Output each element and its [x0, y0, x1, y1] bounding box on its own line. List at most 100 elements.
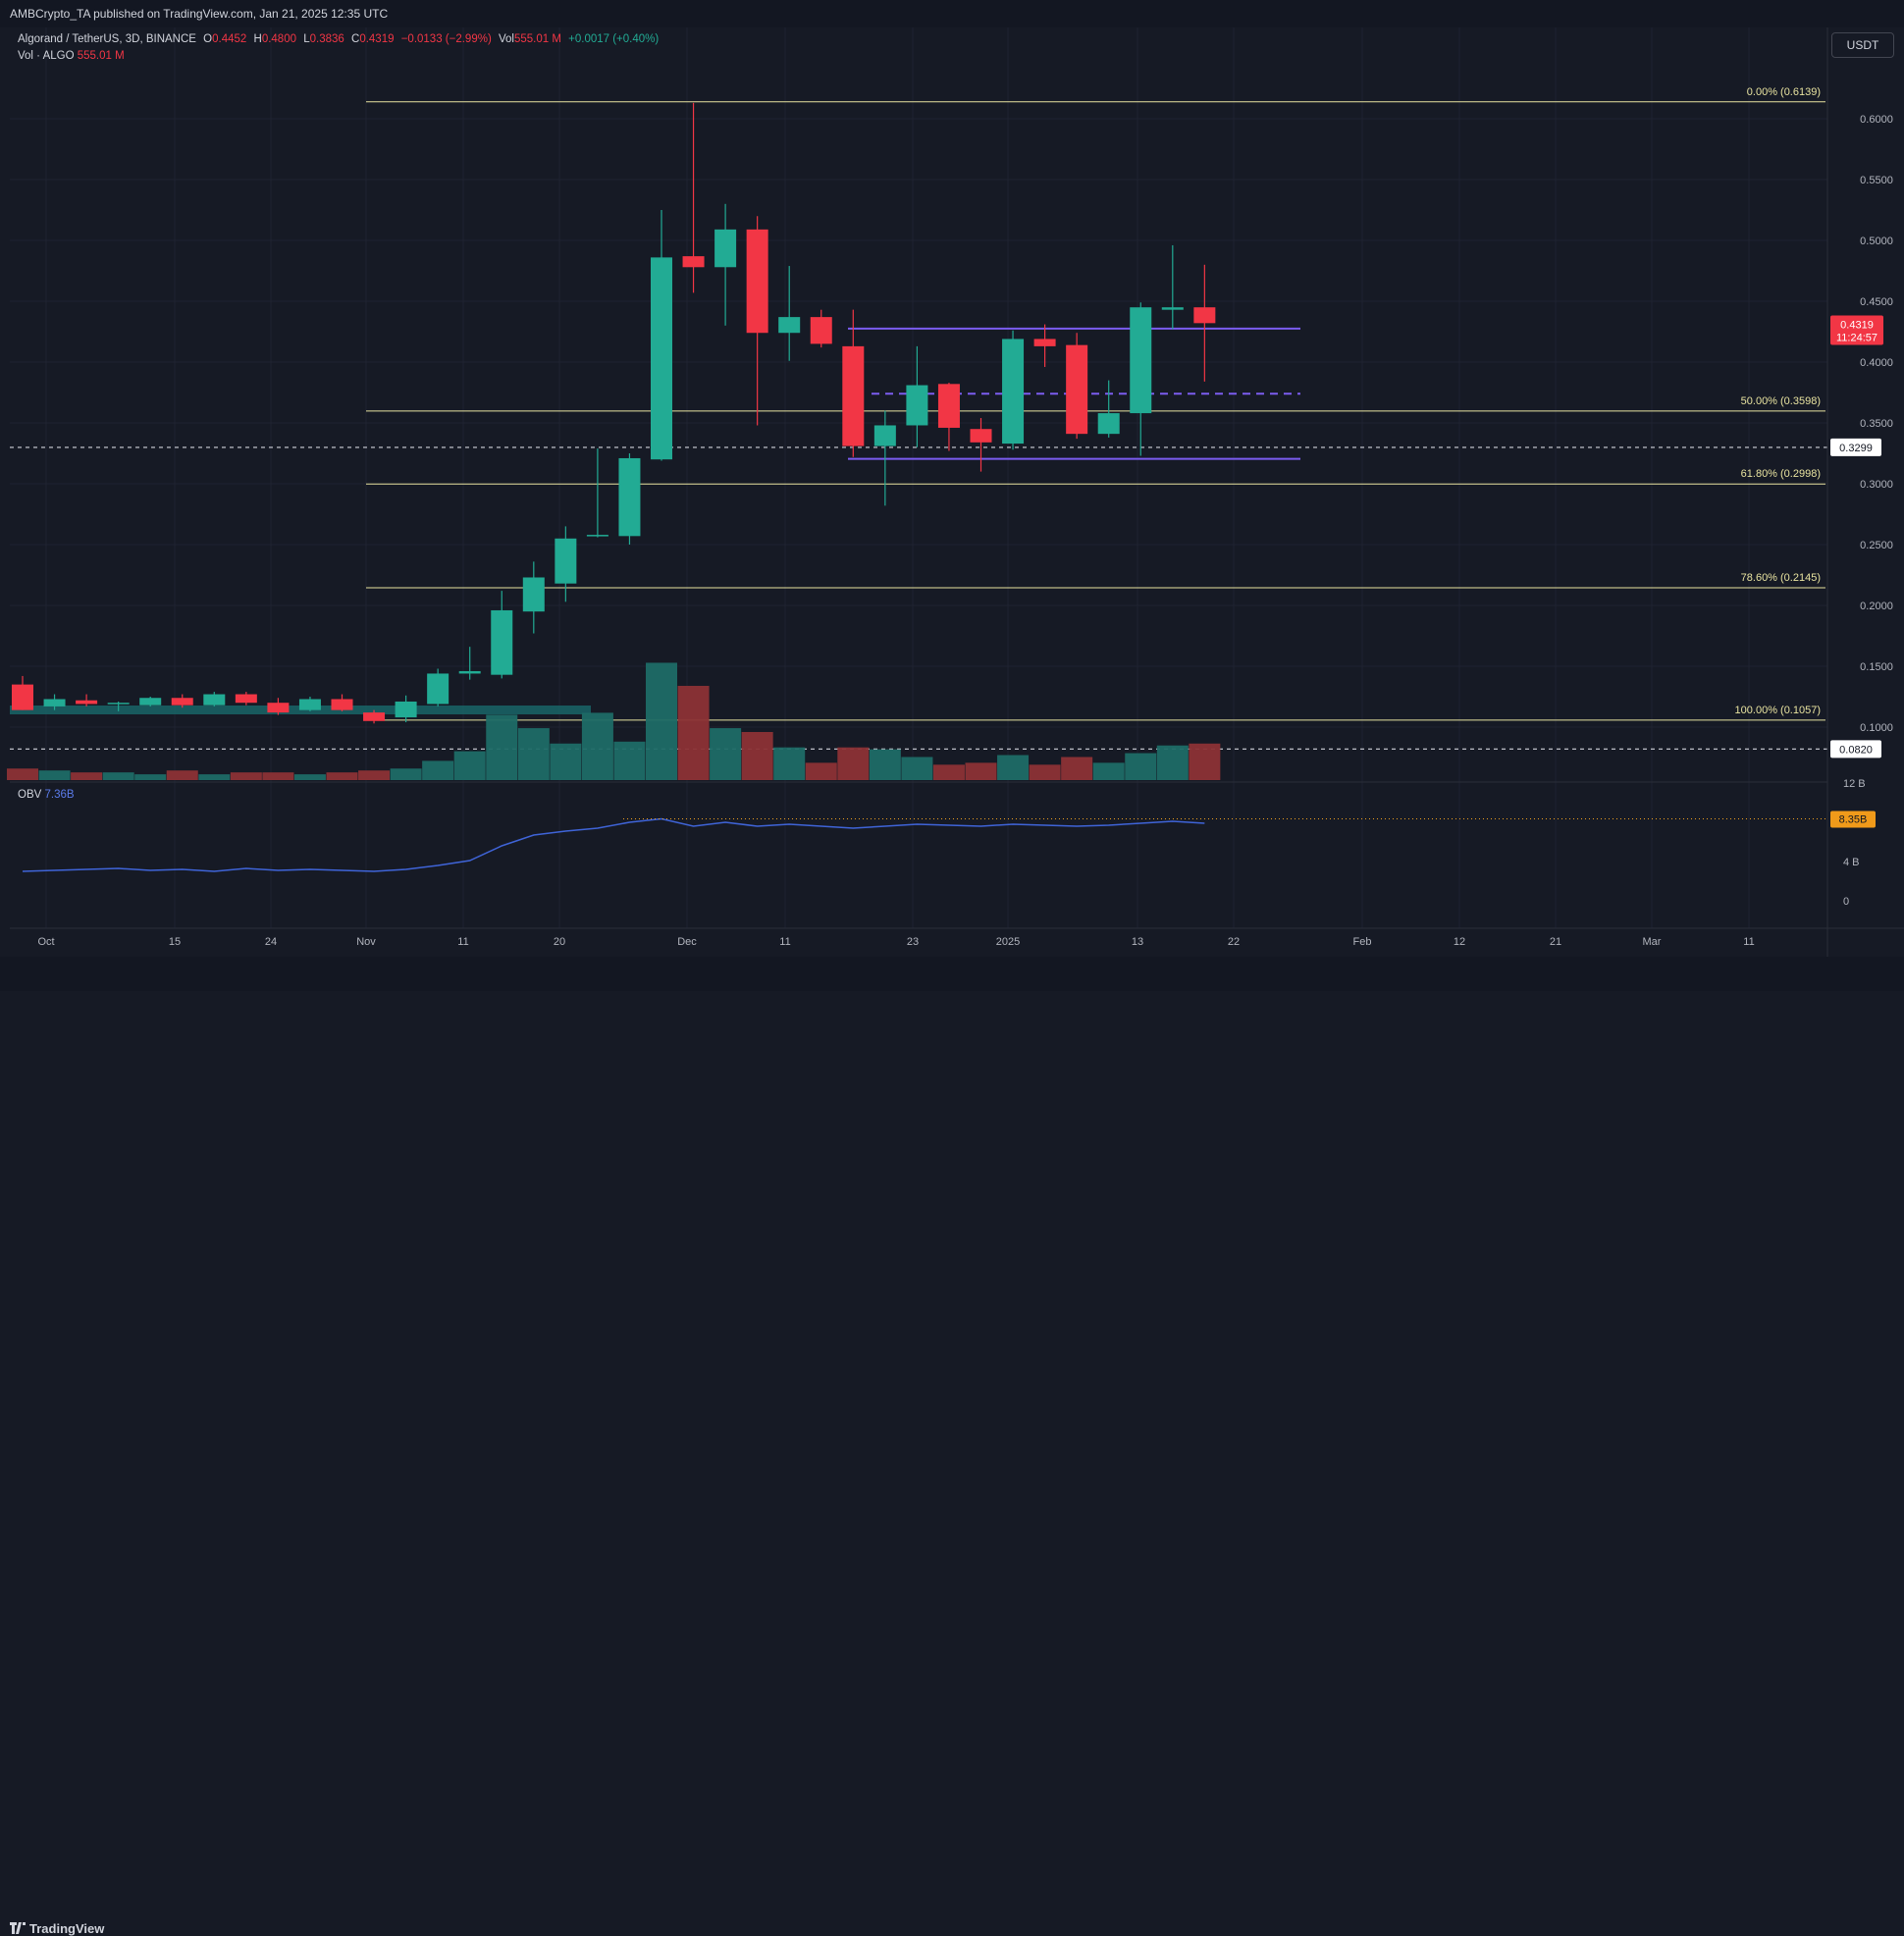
time-tick-label: Mar	[1643, 936, 1662, 948]
price-tick-label: 0.5000	[1860, 235, 1893, 247]
low-label: L	[303, 33, 310, 45]
volume-bar	[198, 774, 231, 780]
candle-body	[810, 317, 832, 344]
horizontal-level-tag	[1830, 438, 1881, 456]
candle-body	[1097, 413, 1120, 435]
time-tick-label: Nov	[356, 936, 376, 948]
close-label: C	[351, 33, 360, 45]
volume-bar	[613, 741, 646, 780]
footer-bar: TradingView	[0, 957, 1904, 1936]
candle-body	[522, 577, 545, 612]
vol-series-value: 555.01 M	[77, 50, 125, 62]
price-tick-label: 0.4500	[1860, 296, 1893, 308]
horizontal-level-label: 0.0820	[1839, 744, 1873, 756]
price-tick-label: 0.3500	[1860, 418, 1893, 430]
price-tick-label: 0.2500	[1860, 540, 1893, 551]
low-value: 0.3836	[309, 33, 344, 45]
symbol-legend: Algorand / TetherUS, 3D, BINANCE O0.4452…	[18, 33, 662, 45]
obv-indicator: 8.35B	[22, 811, 1876, 872]
open-label: O	[203, 33, 213, 45]
brand-label: TradingView	[29, 1921, 105, 1936]
grid-lines	[10, 27, 1827, 928]
candle-body	[746, 229, 768, 334]
vol-series-label: Vol · ALGO	[18, 50, 75, 62]
time-tick-label: 2025	[996, 936, 1020, 948]
fib-level-label: 61.80% (0.2998)	[1741, 468, 1821, 480]
price-tick-label: 0.1000	[1860, 722, 1893, 734]
fib-level-label: 0.00% (0.6139)	[1747, 86, 1821, 98]
volume-bar	[517, 728, 550, 780]
obv-legend: OBV 7.36B	[18, 789, 75, 801]
time-tick-label: 15	[169, 936, 181, 948]
volume-bar	[869, 749, 901, 780]
volume-bar	[1125, 753, 1157, 780]
close-value: 0.4319	[359, 33, 395, 45]
candle-body	[491, 609, 513, 675]
time-tick-label: 11	[779, 936, 790, 948]
candle-body	[458, 670, 481, 674]
fib-level-label: 78.60% (0.2145)	[1741, 572, 1821, 584]
volume-bar	[805, 762, 837, 780]
volume-bar	[134, 774, 167, 780]
volume-legend: Vol · ALGO 555.01 M	[18, 50, 125, 62]
volume-bar	[390, 768, 422, 780]
candle-body	[267, 703, 290, 713]
volume-bar	[741, 732, 773, 780]
time-tick-label: 13	[1132, 936, 1143, 948]
obv-tick-label: 12 B	[1843, 778, 1866, 790]
vol-label: Vol	[498, 33, 514, 45]
time-tick-label: 22	[1228, 936, 1240, 948]
candle-body	[937, 384, 960, 428]
candle-body	[12, 684, 33, 710]
price-chart[interactable]: 0.00% (0.6139) 50.00% (0.3598) 61.80% (0.2…	[0, 0, 1904, 957]
obv-line	[22, 817, 1205, 872]
volume-bar	[38, 770, 71, 780]
time-axis: Oct 15 24 Nov 11 20 Dec 11 23 2025 13 22 Feb 12 21 Mar 1…	[37, 936, 1754, 948]
candle-body	[1193, 307, 1216, 324]
volume-bar	[166, 770, 198, 780]
high-value: 0.4800	[261, 33, 296, 45]
tradingview-logo-icon	[10, 1922, 26, 1934]
volume-bar	[1092, 762, 1125, 780]
volume-bar	[486, 714, 518, 780]
volume-bar	[1156, 745, 1189, 780]
time-tick-label: 11	[1743, 936, 1754, 948]
time-tick-label: 23	[907, 936, 919, 948]
currency-button[interactable]: USDT	[1831, 32, 1894, 58]
candle-body	[1033, 339, 1056, 346]
volume-bar	[262, 772, 294, 780]
candle-body	[906, 385, 928, 426]
volume-bar	[453, 751, 486, 780]
candle-body	[427, 673, 450, 705]
candle-body	[43, 699, 66, 706]
vol-change-value: +0.0017 (+0.40%)	[568, 33, 660, 45]
obv-tick-label: 0	[1843, 896, 1849, 908]
horizontal-level-label: 0.3299	[1839, 443, 1873, 454]
volume-bar	[581, 712, 613, 780]
tradingview-brand[interactable]: TradingView	[10, 1921, 104, 1936]
volume-bar	[677, 685, 710, 780]
vol-value: 555.01 M	[513, 33, 561, 45]
volume-bar	[1061, 757, 1093, 780]
candle-body	[555, 538, 577, 584]
volume-bar	[901, 757, 933, 780]
candles	[12, 102, 1216, 724]
top-bar: AMBCrypto_TA published on TradingView.co…	[0, 0, 1904, 27]
obv-value-tag	[1830, 811, 1876, 828]
time-tick-label: 20	[554, 936, 565, 948]
candle-body	[171, 698, 193, 706]
candle-body	[1066, 344, 1088, 435]
candle-body	[331, 699, 353, 710]
countdown-label: 11:24:57	[1836, 332, 1878, 343]
fibonacci-levels: 0.00% (0.6139) 50.00% (0.3598) 61.80% (0.2…	[366, 86, 1825, 721]
candle-body	[363, 712, 386, 721]
volume-bar	[358, 770, 391, 780]
candle-body	[1130, 307, 1152, 414]
fib-level-label: 50.00% (0.3598)	[1741, 395, 1821, 407]
candle-body	[682, 256, 705, 268]
candle-body	[651, 257, 672, 460]
time-tick-label: 11	[457, 936, 468, 948]
horizontal-level-tag	[1830, 740, 1881, 759]
chart-area[interactable]	[10, 27, 1827, 955]
time-tick-label: 21	[1550, 936, 1561, 948]
